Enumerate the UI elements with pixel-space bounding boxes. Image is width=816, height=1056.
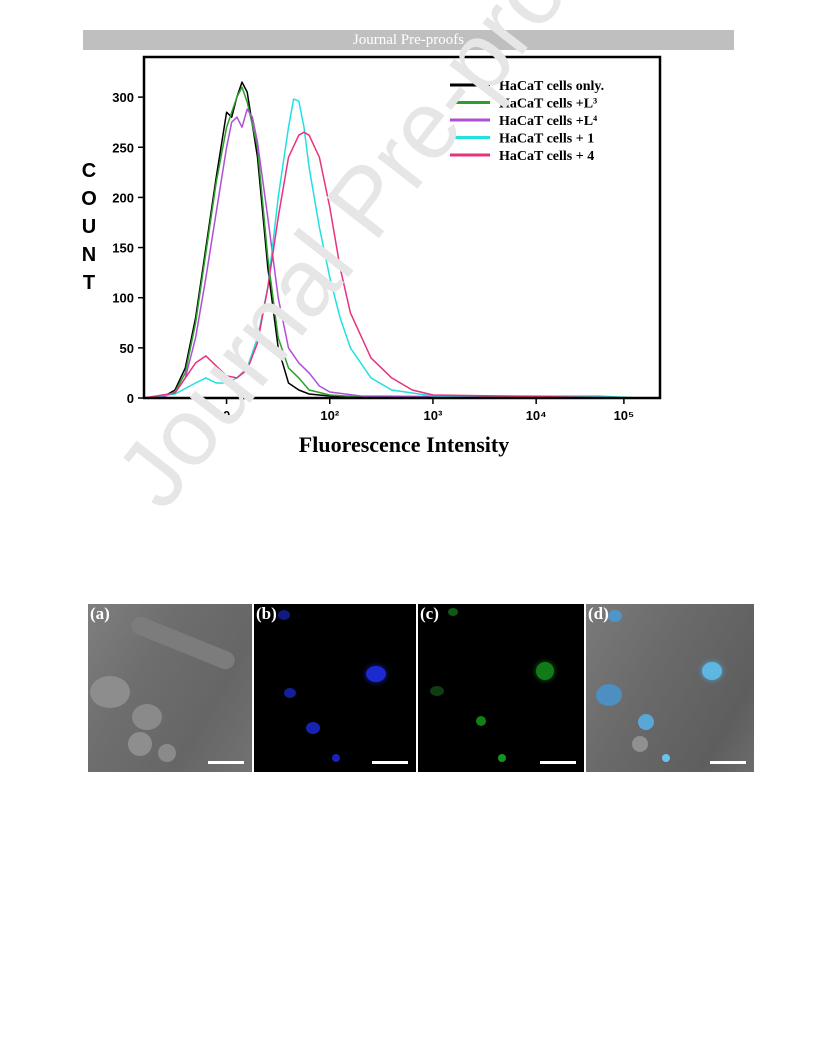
scale-bar [540, 761, 576, 764]
x-tick-label: 0 [223, 408, 230, 423]
y-axis-letter: T [83, 272, 95, 294]
micrograph-panel-d: (d) [586, 604, 754, 772]
micrograph-panel-c: (c) [418, 604, 584, 772]
legend-label-3: HaCaT cells +L⁴ [499, 114, 598, 129]
y-axis-letter: N [82, 244, 96, 266]
x-axis-label: Fluorescence Intensity [299, 432, 509, 457]
series-line-3 [143, 108, 640, 399]
flow-cytometry-histogram: 0 50 100 150 200 250 300 0 10² 10³ 10⁴ 10⁵ HaCaT ce… [81, 55, 662, 457]
scale-bar [372, 761, 408, 764]
micrograph-panel-b: (b) [254, 604, 416, 772]
y-tick-label: 0 [127, 391, 134, 406]
legend-label-1: HaCaT cells only. [499, 79, 604, 94]
legend-label-2: HaCaT cells +L³ [499, 97, 597, 112]
plot-frame [142, 55, 662, 400]
series-line-4 [143, 98, 640, 399]
journal-preproof-banner: Journal Pre-proofs [83, 30, 734, 50]
scale-bar [208, 761, 244, 764]
panel-label: (a) [90, 604, 110, 623]
axes: 0 50 100 150 200 250 300 0 10² 10³ 10⁴ 10⁵ [112, 55, 662, 423]
y-tick-label: 100 [112, 291, 134, 306]
y-tick-label: 250 [112, 140, 134, 155]
y-tick-label: 50 [120, 341, 134, 356]
confocal-micrograph-row: (a) (b) (c) (d) [88, 604, 754, 772]
series-line-2 [143, 86, 640, 399]
x-tick-label: 10⁵ [614, 408, 635, 423]
y-tick-label: 300 [112, 90, 134, 105]
y-axis-letter: C [82, 160, 96, 182]
panel-label: (d) [588, 604, 609, 623]
micrograph-panel-a: (a) [88, 604, 252, 772]
x-tick-label: 10² [320, 408, 339, 423]
x-tick-label: 10³ [424, 408, 443, 423]
panel-label: (c) [420, 604, 439, 623]
scale-bar [710, 761, 746, 764]
y-tick-label: 150 [112, 241, 134, 256]
legend-label-4: HaCaT cells + 1 [499, 132, 594, 147]
series-line-5 [143, 131, 640, 399]
series-line-1 [143, 81, 640, 399]
legend: HaCaT cells only. HaCaT cells +L³ HaCaT ce… [450, 79, 604, 164]
y-axis-letter: O [81, 188, 97, 210]
x-tick-label: 10⁴ [526, 408, 547, 423]
y-axis-letter: U [82, 216, 96, 238]
legend-label-5: HaCaT cells + 4 [499, 149, 594, 164]
y-tick-label: 200 [112, 190, 134, 205]
panel-label: (b) [256, 604, 277, 623]
plot-area [143, 81, 640, 399]
